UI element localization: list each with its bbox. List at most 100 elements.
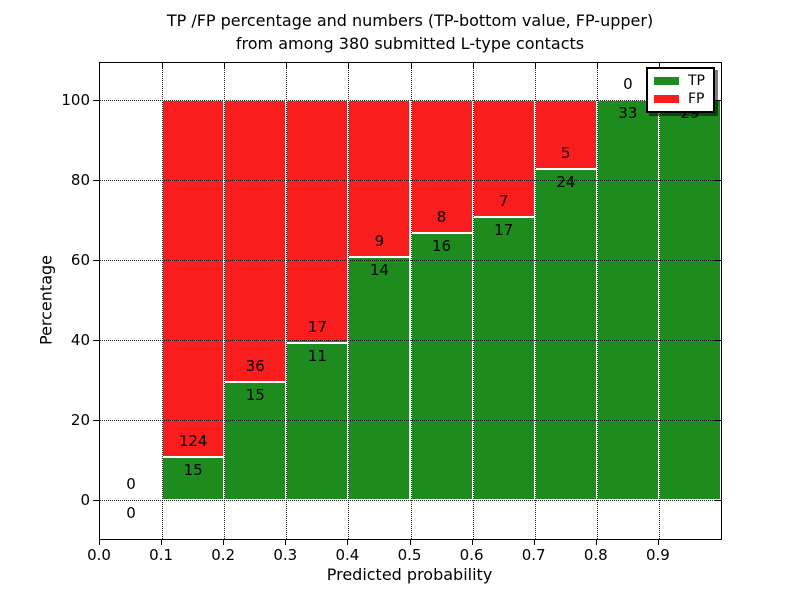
y-tick-mark — [93, 180, 99, 181]
x-tick-label: 0.3 — [273, 546, 298, 564]
tp-count-label: 17 — [494, 220, 514, 239]
y-tick-label: 100 — [61, 91, 90, 109]
y-tick-mark — [93, 420, 99, 421]
vertical-gridline — [534, 63, 536, 539]
x-tick-label: 0.6 — [459, 546, 484, 564]
bar-segment-fp — [162, 100, 225, 457]
fp-count-label: 9 — [374, 231, 385, 250]
fp-count-label: 36 — [245, 357, 265, 376]
fp-count-label: 7 — [498, 191, 509, 210]
y-tick-inner — [715, 340, 721, 341]
tp-count-label: 11 — [307, 346, 327, 365]
fp-count-label: 8 — [436, 208, 447, 227]
chart-title-line2: from among 380 submitted L-type contacts — [235, 34, 585, 53]
y-tick-mark — [93, 340, 99, 341]
y-tick-mark — [93, 100, 99, 101]
x-tick-mark — [409, 540, 411, 545]
bar-segment-tp — [472, 216, 535, 500]
bar-segment-fp — [348, 100, 411, 257]
fp-count-label: 17 — [307, 317, 327, 336]
bar-segment-tp — [410, 233, 473, 500]
tp-count-label: 24 — [556, 172, 576, 191]
x-tick-inner — [596, 63, 598, 69]
x-tick-inner — [472, 63, 474, 69]
x-tick-inner — [348, 63, 350, 69]
tp-color-swatch — [654, 77, 679, 85]
bar-segment-tp — [162, 456, 225, 500]
tp-count-label: 14 — [369, 260, 389, 279]
vertical-gridline — [472, 63, 474, 539]
chart-title: TP /FP percentage and numbers (TP-bottom… — [99, 9, 721, 55]
legend-item-tp: TP — [654, 74, 707, 88]
vertical-gridline — [224, 63, 226, 539]
tp-count-label: 33 — [618, 104, 638, 122]
tp-count-label: 16 — [432, 237, 452, 256]
y-tick-inner — [715, 500, 721, 501]
bar-segment-tp — [596, 100, 659, 500]
x-tick-mark — [533, 540, 535, 545]
legend-label-fp: FP — [688, 91, 705, 107]
x-axis-label: Predicted probability — [326, 565, 493, 584]
bar-segment-tp — [534, 168, 597, 500]
bar-segment-tp — [658, 100, 721, 500]
fp-count-label: 0 — [126, 475, 136, 493]
vertical-gridline — [162, 63, 164, 539]
y-tick-label: 20 — [70, 411, 90, 429]
x-tick-label: 0.2 — [211, 546, 236, 564]
y-tick-label: 0 — [80, 491, 90, 509]
chart-title-line1: TP /FP percentage and numbers (TP-bottom… — [166, 11, 654, 30]
y-tick-label: 60 — [70, 251, 90, 269]
y-tick-mark — [93, 260, 99, 261]
x-tick-inner — [410, 63, 412, 69]
y-tick-inner — [715, 100, 721, 101]
fp-color-swatch — [654, 95, 679, 103]
fp-count-label: 124 — [178, 431, 208, 450]
x-tick-mark — [471, 540, 473, 545]
x-tick-mark — [595, 540, 597, 545]
bar-segment-tp — [286, 342, 349, 500]
x-tick-inner — [534, 63, 536, 69]
fp-count-label: 5 — [560, 143, 571, 162]
x-tick-inner — [658, 63, 660, 69]
x-tick-mark — [223, 540, 225, 545]
vertical-gridline — [348, 63, 350, 539]
vertical-gridline — [596, 63, 598, 539]
x-tick-label: 0.9 — [645, 546, 670, 564]
plot-area: 001241536151711914816717524033029 — [99, 62, 722, 540]
bar-segment-tp — [224, 382, 287, 500]
x-tick-mark — [99, 540, 100, 545]
y-tick-label: 40 — [70, 331, 90, 349]
x-tick-label: 0.0 — [87, 546, 111, 564]
y-tick-inner — [715, 180, 721, 181]
x-tick-mark — [161, 540, 163, 545]
y-tick-inner — [715, 260, 721, 261]
legend: TP FP — [646, 67, 715, 113]
y-tick-inner — [715, 420, 721, 421]
x-tick-mark — [285, 540, 287, 545]
vertical-gridline — [410, 63, 412, 539]
x-tick-inner — [286, 63, 288, 69]
y-axis-label: Percentage — [36, 254, 56, 346]
fp-count-label: 0 — [623, 75, 633, 93]
x-tick-label: 0.7 — [521, 546, 546, 564]
x-tick-label: 0.5 — [397, 546, 422, 564]
x-tick-inner — [224, 63, 226, 69]
bar-segment-fp — [286, 100, 349, 343]
tp-count-label: 0 — [126, 504, 136, 522]
vertical-gridline — [658, 63, 660, 539]
x-tick-mark — [657, 540, 659, 545]
tp-count-label: 15 — [183, 460, 203, 479]
x-tick-inner — [162, 63, 164, 69]
x-tick-label: 0.4 — [335, 546, 360, 564]
tp-count-label: 15 — [245, 386, 265, 405]
bar-segment-tp — [348, 256, 411, 500]
y-tick-label: 80 — [70, 171, 90, 189]
x-tick-label: 0.1 — [149, 546, 174, 564]
y-tick-mark — [93, 500, 99, 501]
legend-item-fp: FP — [654, 92, 707, 106]
x-tick-label: 0.8 — [583, 546, 608, 564]
x-tick-mark — [347, 540, 349, 545]
vertical-gridline — [286, 63, 288, 539]
legend-label-tp: TP — [688, 73, 705, 89]
